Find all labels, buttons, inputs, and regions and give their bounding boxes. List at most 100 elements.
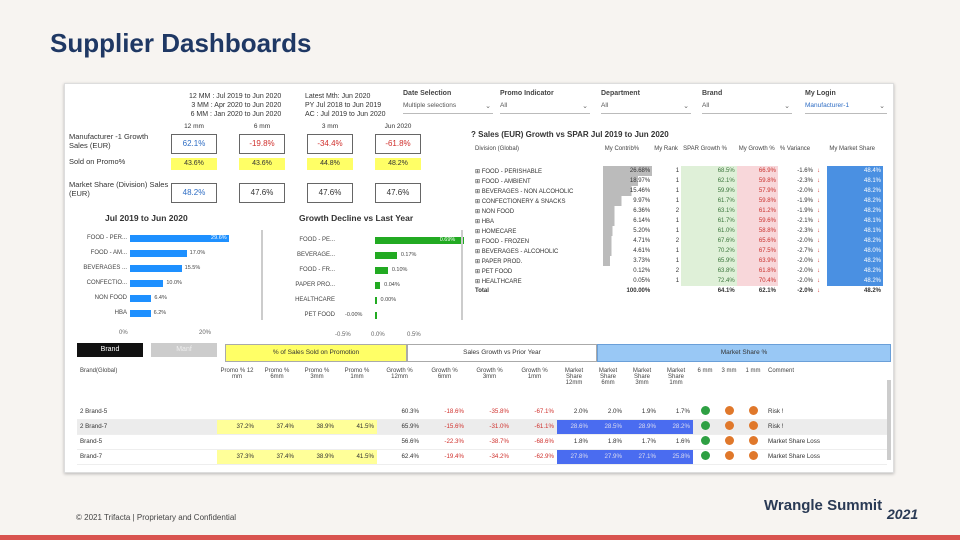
manf-toggle-button[interactable]: Manf (151, 343, 217, 357)
scrollbar[interactable] (461, 230, 463, 320)
total-row[interactable]: Total 100.00% 64.1% 62.1% -2.0% ↓ 48.2% (473, 286, 883, 296)
bar[interactable]: 6.4% (130, 295, 167, 302)
filter-date[interactable]: Date Selection Multiple selections ⌄ (403, 90, 493, 114)
table-cell: 0.05% (602, 276, 653, 286)
bar[interactable] (375, 282, 381, 289)
table-cell: 59.9% (681, 186, 737, 196)
bar[interactable] (375, 267, 388, 274)
bar-row[interactable]: BEVERAGE... 0.17% (279, 251, 449, 260)
table-cell: 62.1% (758, 288, 776, 294)
table-row[interactable]: Brand-7 37.3% 37.4% 38.9% 41.5% 62.4% -19.4% -3… (77, 449, 887, 465)
table-cell: 48.2% (863, 288, 881, 294)
bar-row[interactable]: HBA 6.2% (75, 309, 235, 318)
table-row[interactable]: ⊞ HOMECARE 5.20% 1 61.0% 58.8% -2.3% ↓ 48.1% (473, 226, 883, 236)
table-cell: 100.00% (626, 288, 651, 294)
bar-row[interactable]: CONFECTIO... 10.0% (75, 279, 235, 288)
table-cell: -2.0% (797, 288, 813, 294)
table-cell: 48.4% (827, 166, 883, 176)
table-cell: 1.7% (625, 434, 659, 450)
table-cell: ↓ (816, 258, 820, 264)
table-cell: -2.0% (797, 188, 813, 194)
table-row[interactable]: ⊞ PAPER PROD. 3.73% 1 65.9% 63.9% -2.0% ↓ 48.2% (473, 256, 883, 266)
table-row[interactable]: ⊞ HEALTHCARE 0.05% 1 72.4% 70.4% -2.0% ↓ 48.2% (473, 276, 883, 286)
table-cell: 61.0% (681, 226, 737, 236)
brand-dropdown[interactable]: All ⌄ (702, 102, 792, 114)
band-header-share: Market Share % (597, 344, 891, 362)
table-cell: 6.14% (602, 216, 653, 226)
bar-row[interactable]: HEALTHCARE 0.00% (279, 296, 449, 305)
status-dot-icon (724, 436, 734, 445)
table-cell: 48.2% (827, 206, 883, 216)
table-cell (693, 434, 717, 450)
bar-row[interactable]: FOOD - PER... 29.6% (75, 234, 235, 243)
bar-row[interactable]: FOOD - PE... 0.69% (279, 236, 464, 245)
bar-row[interactable]: BEVERAGES ... 15.5% (75, 264, 235, 273)
filter-login[interactable]: My Login Manufacturer-1 ⌄ (805, 90, 887, 114)
bar[interactable] (375, 297, 377, 304)
bar-category-label: FOOD - FR... (299, 267, 335, 273)
filter-label: Promo Indicator (500, 90, 554, 97)
table-cell: -38.7% (467, 434, 512, 450)
table-cell: ↓ (816, 168, 820, 174)
bar[interactable]: 6.2% (130, 310, 166, 317)
table-row[interactable]: 2 Brand-5 60.3% -18.6% -35.8% -67.1% 2.0% 2.0%… (77, 404, 887, 420)
table-cell: ⊞ BEVERAGES - NON ALCOHOLIC (475, 188, 574, 195)
department-dropdown[interactable]: All ⌄ (601, 102, 691, 114)
table-cell (257, 434, 297, 450)
bar-row[interactable]: FOOD - FR... 0.10% (279, 266, 449, 275)
table-cell: 27.8% (557, 449, 591, 465)
table-row[interactable]: ⊞ FOOD - PERISHABLE 26.68% 1 68.5% 66.9% -1.6… (473, 166, 883, 176)
table-cell: -61.1% (512, 419, 557, 435)
col-header: Division (Global) (475, 146, 520, 152)
table-cell: 2 (675, 208, 680, 214)
table-row[interactable]: Brand-5 56.6% -22.3% -38.7% -68.6% 1.8% 1.8% 1.… (77, 434, 887, 450)
table-row[interactable]: ⊞ BEVERAGES - NON ALCOHOLIC 15.46% 1 59.9% 5… (473, 186, 883, 196)
sales-table-title-text: Sales (EUR) Growth vs SPAR Jul 2019 to J… (478, 130, 669, 139)
scrollbar[interactable] (261, 230, 263, 320)
bar-row[interactable]: NON FOOD 6.4% (75, 294, 235, 303)
login-dropdown[interactable]: Manufacturer-1 ⌄ (805, 102, 887, 114)
table-row[interactable]: 2 Brand-7 37.2% 37.4% 38.9% 41.5% 65.9% -15.6%… (77, 419, 887, 435)
brand-toggle-button[interactable]: Brand (77, 343, 143, 357)
table-cell: 1 (675, 278, 680, 284)
bar-row[interactable]: PET FOOD -0.00% (279, 311, 449, 320)
table-cell: 59.8% (736, 176, 778, 186)
bar[interactable] (375, 252, 397, 259)
table-cell: 65.9% (681, 256, 737, 266)
bar[interactable]: 15.5% (130, 265, 200, 272)
date-dropdown[interactable]: Multiple selections ⌄ (403, 102, 493, 114)
table-cell: 2 (675, 268, 680, 274)
col-header: Market Share 3mm (632, 368, 652, 386)
table-row[interactable]: ⊞ HBA 6.14% 1 61.7% 59.6% -2.1% ↓ 48.1% (473, 216, 883, 226)
filter-label: My Login (805, 90, 836, 97)
table-row[interactable]: ⊞ FOOD - FROZEN 4.71% 2 67.6% 65.6% -2.0% ↓ 48.… (473, 236, 883, 246)
bar-category-label: HBA (114, 310, 127, 316)
col-header: Comment (768, 368, 795, 374)
table-row[interactable]: ⊞ CONFECTIONERY & SNACKS 9.97% 1 61.7% 59.8%… (473, 196, 883, 206)
filter-promo[interactable]: Promo Indicator All ⌄ (500, 90, 590, 114)
bar[interactable] (375, 237, 464, 244)
table-cell: 4.71% (602, 236, 653, 246)
col-header: Market Share 12mm (564, 368, 584, 386)
table-cell (337, 404, 377, 420)
bar-row[interactable]: PAPER PRO... 0.04% (279, 281, 449, 290)
bar[interactable] (375, 312, 377, 319)
table-cell: -2.3% (797, 178, 813, 184)
bar[interactable]: 10.0% (130, 280, 182, 287)
scrollbar[interactable] (887, 380, 891, 460)
table-row[interactable]: ⊞ PET FOOD 0.12% 2 63.8% 61.8% -2.0% ↓ 48.2% (473, 266, 883, 276)
table-row[interactable]: ⊞ BEVERAGES - ALCOHOLIC 4.61% 1 70.2% 67.5% -… (473, 246, 883, 256)
table-row[interactable]: ⊞ FOOD - AMBIENT 18.97% 1 62.1% 59.8% -2.3% ↓ 4… (473, 176, 883, 186)
bar[interactable]: 17.0% (130, 250, 205, 257)
table-cell: 1 (675, 198, 680, 204)
bar[interactable]: 29.6% (130, 235, 229, 242)
table-cell: ⊞ FOOD - AMBIENT (475, 178, 531, 185)
table-cell: 37.4% (257, 419, 297, 435)
chevron-down-icon: ⌄ (582, 103, 588, 110)
table-row[interactable]: ⊞ NON FOOD 6.36% 2 63.1% 61.2% -1.9% ↓ 48.2% (473, 206, 883, 216)
table-cell: ↓ (816, 218, 820, 224)
filter-department[interactable]: Department All ⌄ (601, 90, 691, 114)
bar-row[interactable]: FOOD - AM... 17.0% (75, 249, 235, 258)
promo-dropdown[interactable]: All ⌄ (500, 102, 590, 114)
filter-brand[interactable]: Brand All ⌄ (702, 90, 792, 114)
